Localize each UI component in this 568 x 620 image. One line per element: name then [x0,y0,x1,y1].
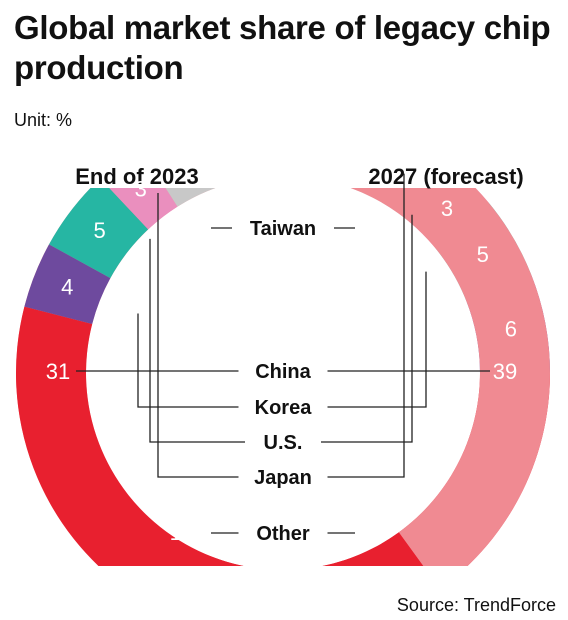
value-label-2027-forecast-taiwan: 40 [373,214,397,239]
category-label-japan: Japan [254,467,312,489]
unit-label: Unit: % [14,110,73,130]
category-label-u-s: U.S. [264,432,303,454]
category-label-other: Other [256,523,310,545]
connector-end-of-2023-japan [157,192,239,478]
chart-title: Global market share of legacy chip produ… [14,9,551,86]
series-heading-2027-forecast: 2027 (forecast) [368,164,523,189]
connector-2027-forecast-korea [327,271,427,408]
value-label-2027-forecast-korea: 4 [61,275,73,300]
slice-2027-forecast-korea [24,244,111,325]
category-label-china: China [255,361,311,383]
slice-2027-forecast-japan [109,188,178,230]
connector-2027-forecast-japan [327,173,405,478]
value-label-end-of-2023-taiwan: 44 [169,214,193,239]
category-label-taiwan: Taiwan [250,218,316,240]
value-label-end-of-2023-japan: 3 [441,196,453,221]
series-heading-end-of-2023: End of 2023 [75,164,198,189]
value-label-end-of-2023-china: 31 [46,359,70,384]
connector-2027-forecast-u-s [321,214,413,443]
category-label-korea: Korea [255,397,313,419]
value-label-end-of-2023-korea: 6 [505,317,517,342]
slice-2027-forecast-china [16,306,424,566]
value-label-2027-forecast-china: 39 [493,359,517,384]
value-label-2027-forecast-u-s: 5 [94,218,106,243]
value-label-end-of-2023-other: 11 [170,520,193,545]
source-label: Source: TrendForce [396,595,556,615]
value-label-2027-forecast-other: 9 [367,520,379,545]
connector-end-of-2023-korea [137,313,239,408]
value-label-2027-forecast-japan: 3 [135,177,147,202]
slice-2027-forecast-taiwan [350,188,550,566]
value-label-end-of-2023-u-s: 5 [477,242,489,267]
slice-2027-forecast-other [165,188,216,207]
donut-ring [16,188,550,566]
connector-end-of-2023-u-s [149,238,245,443]
slice-2027-forecast-u-s [49,188,149,279]
